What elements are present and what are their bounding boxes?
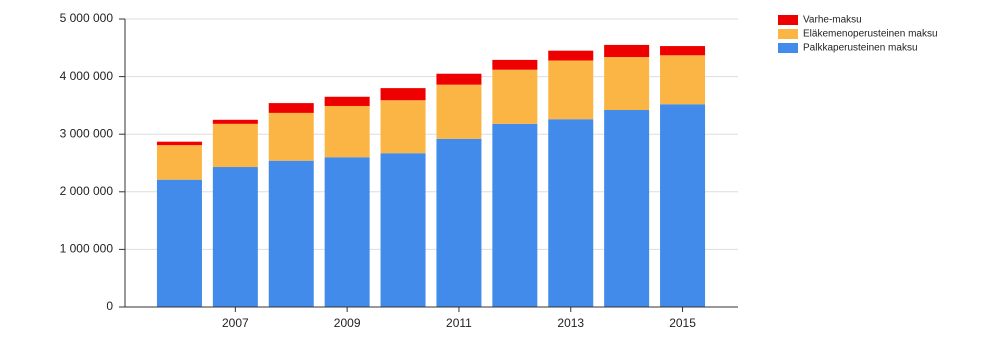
- bar-segment: [436, 84, 482, 139]
- bar-segment: [380, 100, 426, 154]
- y-tick-label: 5 000 000: [60, 11, 114, 25]
- x-tick-label: 2013: [557, 316, 584, 330]
- x-tick-label: 2011: [446, 316, 472, 330]
- bar-segment: [268, 160, 314, 307]
- bar-segment: [548, 60, 594, 120]
- y-tick-label: 0: [106, 299, 113, 313]
- bar-segment: [380, 88, 426, 101]
- bar-segment: [548, 119, 594, 307]
- bar-segment: [380, 153, 426, 307]
- bar-segment: [212, 167, 258, 307]
- bar-segment: [324, 157, 370, 307]
- bar-segment: [212, 123, 258, 168]
- legend-swatch: [778, 43, 798, 53]
- y-tick-label: 1 000 000: [60, 242, 114, 256]
- bar-segment: [548, 50, 594, 61]
- bar-segment: [268, 103, 314, 113]
- y-tick-label: 3 000 000: [60, 126, 114, 140]
- bar-segment: [324, 105, 370, 158]
- legend-label: Eläkemenoperusteinen maksu: [803, 29, 938, 40]
- bar-segment: [268, 112, 314, 161]
- y-tick-label: 2 000 000: [60, 184, 114, 198]
- legend-swatch: [778, 29, 798, 39]
- bar-segment: [156, 179, 202, 307]
- bar-segment: [436, 138, 482, 307]
- bar-segment: [436, 73, 482, 85]
- legend-label: Palkkaperusteinen maksu: [803, 43, 918, 54]
- bar-segment: [660, 46, 706, 56]
- bar-segment: [492, 69, 538, 124]
- bar-segment: [492, 123, 538, 307]
- legend-label: Varhe-maksu: [803, 15, 862, 26]
- bar-segment: [660, 55, 706, 105]
- bar-segment: [324, 96, 370, 106]
- legend-swatch: [778, 15, 798, 25]
- bar-segment: [212, 119, 258, 124]
- bar-segment: [660, 104, 706, 307]
- bar-segment: [604, 110, 650, 308]
- bar-segment: [604, 44, 650, 58]
- y-tick-label: 4 000 000: [60, 69, 114, 83]
- bar-segment: [156, 145, 202, 180]
- x-tick-label: 2015: [669, 316, 696, 330]
- bar-segment: [156, 141, 202, 146]
- x-tick-label: 2007: [222, 316, 249, 330]
- bar-segment: [604, 57, 650, 111]
- x-tick-label: 2009: [334, 316, 361, 330]
- bar-segment: [492, 59, 538, 70]
